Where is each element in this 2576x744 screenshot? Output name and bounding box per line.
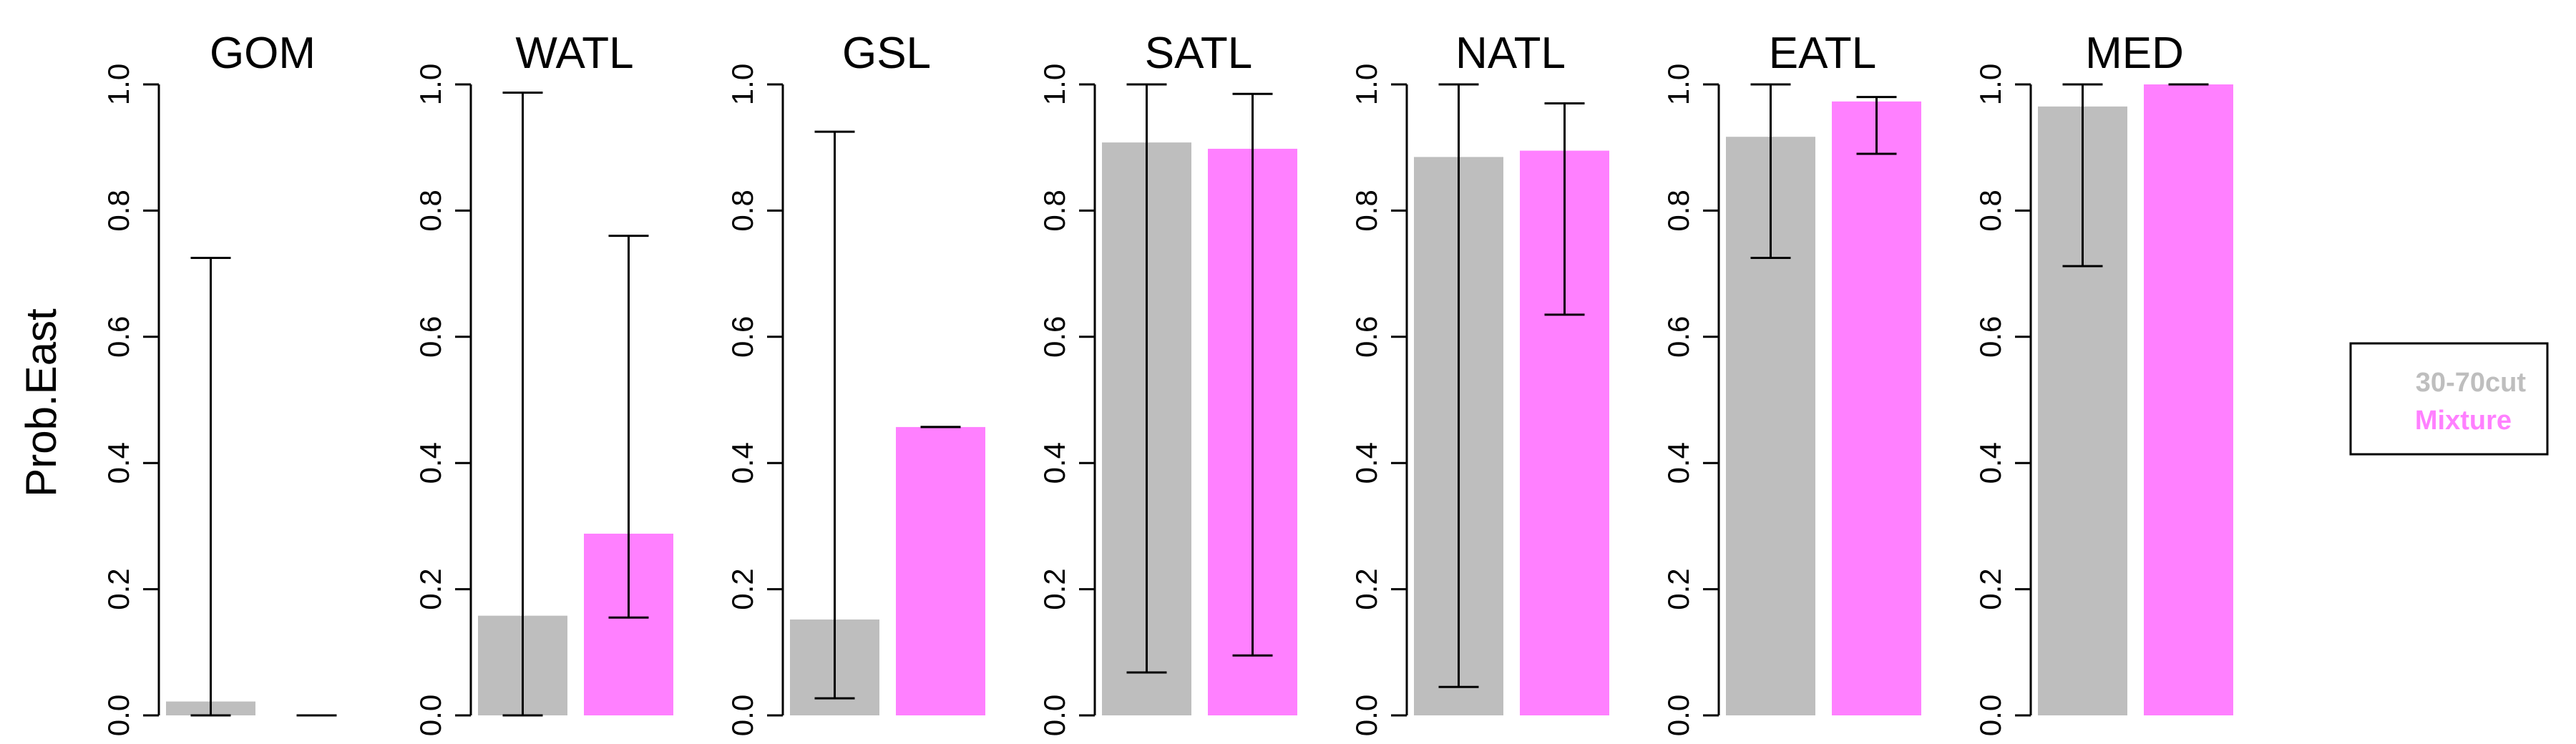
panel-gom: 0.0 0.2 0.4 0.6 0.8 1.0 GOM	[102, 29, 337, 736]
y-tick-label-satl-1: 0.2	[1038, 568, 1071, 610]
panel-satl: 0.0 0.2 0.4 0.6 0.8 1.0 SATL	[1038, 29, 1297, 736]
panel-title-eatl: EATL	[1769, 29, 1876, 78]
panel-title-gsl: GSL	[842, 29, 931, 78]
legend-label-mixture: Mixture	[2415, 406, 2512, 436]
y-tick-label-gsl-0: 0.0	[726, 695, 759, 736]
legend: 30-70cut Mixture	[2349, 342, 2549, 456]
y-tick-label-watl-1: 0.2	[414, 568, 447, 610]
y-tick-label-med-2: 0.4	[1974, 442, 2007, 484]
y-tick-label-gsl-5: 1.0	[726, 64, 759, 105]
y-tick-label-med-4: 0.8	[1974, 190, 2007, 231]
panel-eatl: 0.0 0.2 0.4 0.6 0.8 1.0 EATL	[1662, 29, 1921, 736]
legend-label-30-70cut: 30-70cut	[2416, 368, 2527, 398]
y-tick-label-gom-2: 0.4	[102, 442, 135, 484]
y-tick-label-natl-3: 0.6	[1350, 316, 1383, 358]
y-tick-label-gsl-2: 0.4	[726, 442, 759, 484]
panel-title-satl: SATL	[1145, 29, 1252, 78]
y-tick-label-eatl-1: 0.2	[1662, 568, 1695, 610]
y-tick-label-gsl-4: 0.8	[726, 190, 759, 231]
y-tick-label-satl-2: 0.4	[1038, 442, 1071, 484]
panels: 0.0 0.2 0.4 0.6 0.8 1.0 GOM 0.0 0.2 0.4 0.6 0.8 1.0 W…	[102, 29, 2233, 736]
y-tick-label-natl-1: 0.2	[1350, 568, 1383, 610]
bar-gsl-mixture	[896, 426, 985, 715]
y-tick-label-watl-4: 0.8	[414, 190, 447, 231]
y-tick-label-natl-2: 0.4	[1350, 442, 1383, 484]
y-tick-label-eatl-4: 0.8	[1662, 190, 1695, 231]
y-tick-label-gom-4: 0.8	[102, 190, 135, 231]
panel-title-natl: NATL	[1455, 29, 1566, 78]
panel-title-med: MED	[2085, 29, 2184, 78]
y-tick-label-eatl-5: 1.0	[1662, 64, 1695, 105]
y-tick-label-satl-3: 0.6	[1038, 316, 1071, 358]
y-tick-label-gom-5: 1.0	[102, 64, 135, 105]
panel-med: 0.0 0.2 0.4 0.6 0.8 1.0 MED	[1974, 29, 2233, 736]
y-tick-label-natl-4: 0.8	[1350, 190, 1383, 231]
y-tick-label-gom-0: 0.0	[102, 695, 135, 736]
y-tick-label-watl-0: 0.0	[414, 695, 447, 736]
y-tick-label-watl-3: 0.6	[414, 316, 447, 358]
panel-watl: 0.0 0.2 0.4 0.6 0.8 1.0 WATL	[414, 29, 673, 736]
panel-title-gom: GOM	[210, 29, 316, 78]
y-tick-label-eatl-2: 0.4	[1662, 442, 1695, 484]
y-tick-label-med-5: 1.0	[1974, 64, 2007, 105]
y-tick-label-med-0: 0.0	[1974, 695, 2007, 736]
legend-box	[2349, 342, 2549, 456]
y-tick-label-med-3: 0.6	[1974, 316, 2007, 358]
y-tick-label-satl-5: 1.0	[1038, 64, 1071, 105]
bar-eatl-mixture	[1832, 101, 1921, 716]
y-tick-label-gsl-3: 0.6	[726, 316, 759, 358]
y-tick-label-gom-3: 0.6	[102, 316, 135, 358]
y-tick-label-eatl-0: 0.0	[1662, 695, 1695, 736]
y-tick-label-natl-0: 0.0	[1350, 695, 1383, 736]
y-axis-label: Prob.East	[17, 308, 65, 497]
y-tick-label-watl-2: 0.4	[414, 442, 447, 484]
y-tick-label-gom-1: 0.2	[102, 568, 135, 610]
y-tick-label-satl-0: 0.0	[1038, 695, 1071, 736]
y-tick-label-watl-5: 1.0	[414, 64, 447, 105]
y-tick-label-med-1: 0.2	[1974, 568, 2007, 610]
y-tick-label-eatl-3: 0.6	[1662, 316, 1695, 358]
y-tick-label-satl-4: 0.8	[1038, 190, 1071, 231]
y-tick-label-natl-5: 1.0	[1350, 64, 1383, 105]
bar-med-mixture	[2144, 84, 2233, 715]
panel-natl: 0.0 0.2 0.4 0.6 0.8 1.0 NATL	[1350, 29, 1609, 736]
panel-gsl: 0.0 0.2 0.4 0.6 0.8 1.0 GSL	[726, 29, 985, 736]
y-tick-label-gsl-1: 0.2	[726, 568, 759, 610]
panel-title-watl: WATL	[515, 29, 633, 78]
